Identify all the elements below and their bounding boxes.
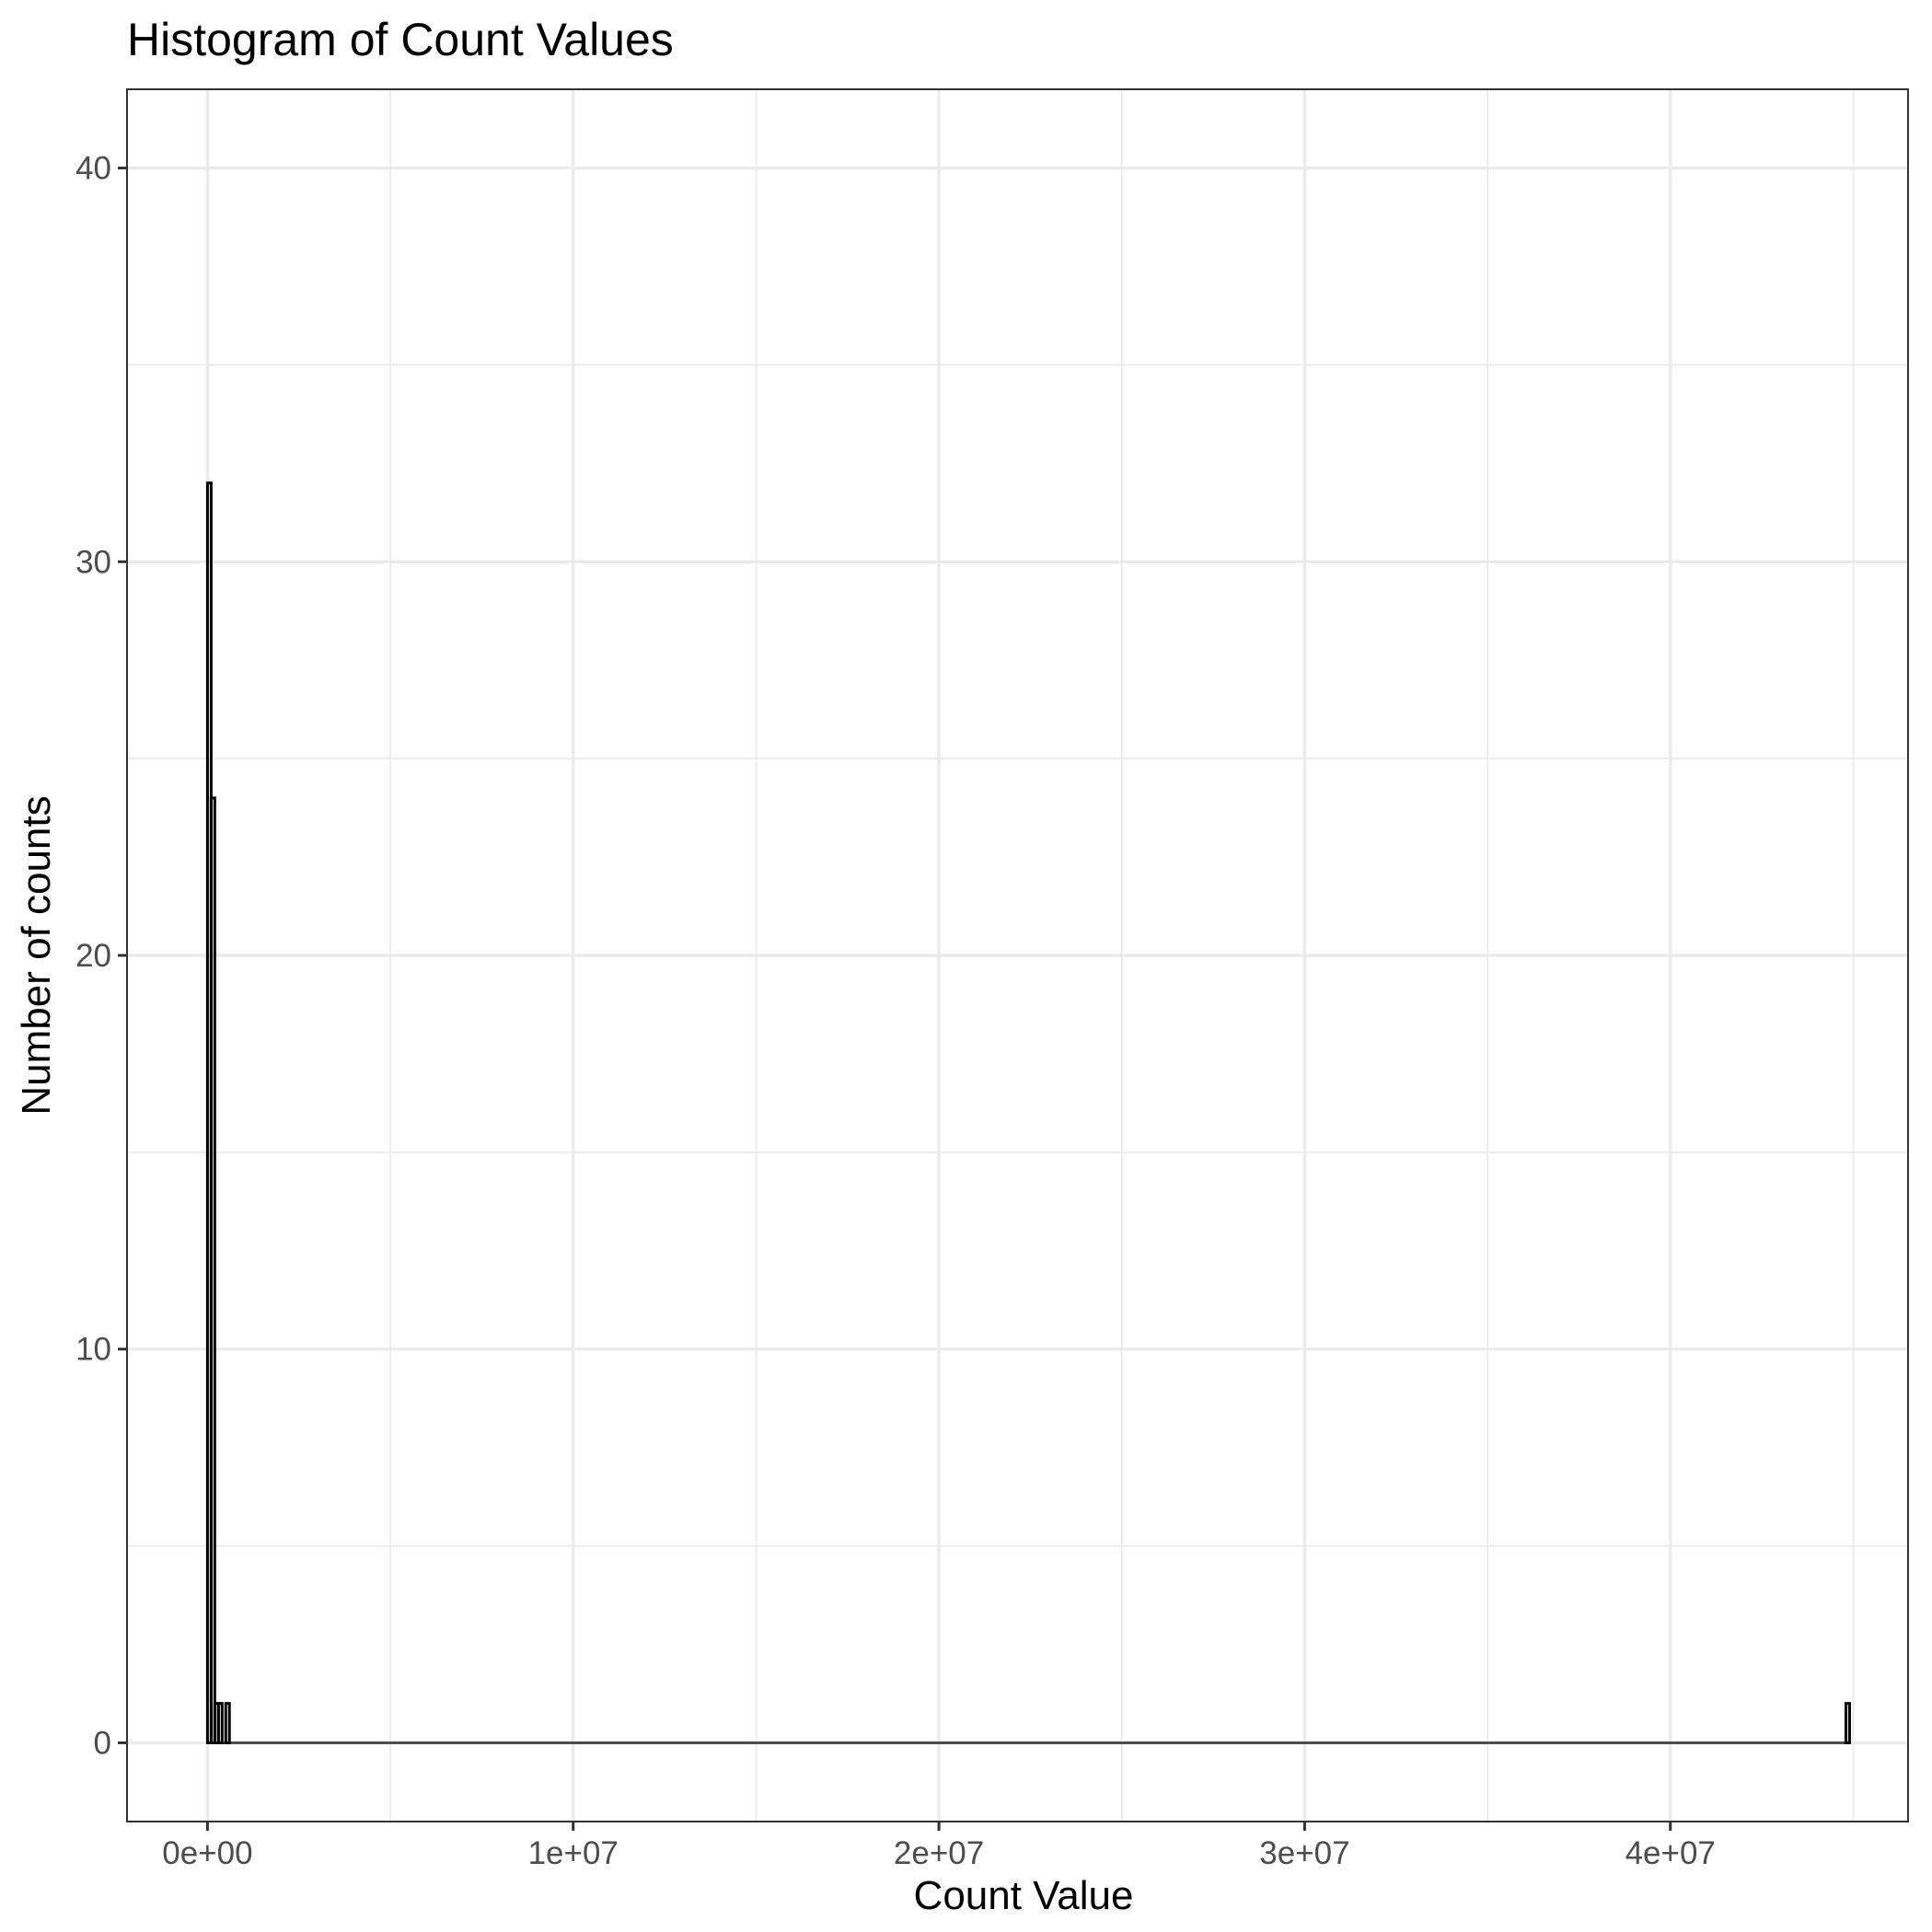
y-tick-label: 30 bbox=[75, 544, 111, 580]
x-tick-label: 1e+07 bbox=[528, 1835, 619, 1871]
x-axis: 0e+00 1e+07 2e+07 3e+07 4e+07 bbox=[162, 1822, 1716, 1871]
histogram-bar-6 bbox=[1844, 1702, 1851, 1744]
histogram-bar-2 bbox=[209, 796, 216, 1744]
x-tick-label: 4e+07 bbox=[1625, 1835, 1716, 1871]
y-tick-label: 0 bbox=[94, 1725, 111, 1761]
chart-title: Histogram of Count Values bbox=[127, 14, 674, 65]
x-tick-label: 0e+00 bbox=[162, 1835, 252, 1871]
x-tick-label: 3e+07 bbox=[1259, 1835, 1349, 1871]
grid-lines bbox=[127, 89, 1908, 1822]
histogram-bars bbox=[205, 481, 1851, 1744]
histogram-bar-5 bbox=[224, 1702, 231, 1744]
y-tick-label: 10 bbox=[75, 1332, 111, 1368]
y-axis-title: Number of counts bbox=[14, 795, 59, 1115]
y-tick-label: 40 bbox=[75, 151, 111, 187]
y-axis: 0 10 20 30 40 bbox=[75, 151, 127, 1761]
y-tick-label: 20 bbox=[75, 938, 111, 974]
x-tick-label: 2e+07 bbox=[894, 1835, 984, 1871]
x-axis-title: Count Value bbox=[914, 1873, 1134, 1918]
histogram-bar-4 bbox=[216, 1702, 224, 1744]
